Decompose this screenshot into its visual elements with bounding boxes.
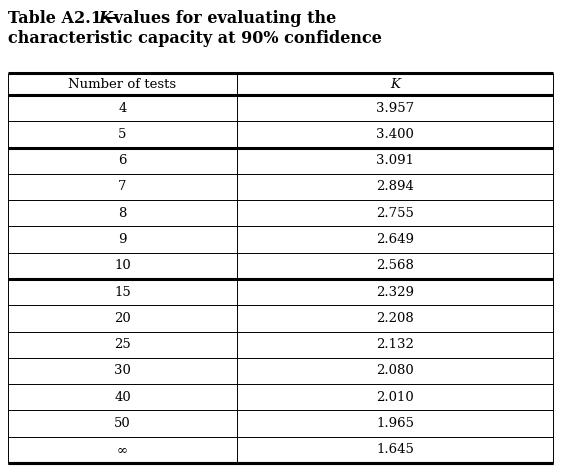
Text: Number of tests: Number of tests [68,78,177,90]
Text: 2.568: 2.568 [376,260,414,272]
Text: 3.400: 3.400 [376,128,414,141]
Text: Table A2.1—: Table A2.1— [8,10,118,27]
Text: 40: 40 [114,391,131,404]
Text: 8: 8 [118,207,127,220]
Text: 6: 6 [118,154,127,167]
Text: 7: 7 [118,180,127,194]
Text: 2.755: 2.755 [376,207,414,220]
Text: 2.649: 2.649 [376,233,414,246]
Text: 1.965: 1.965 [376,417,414,430]
Text: 15: 15 [114,285,131,299]
Text: ∞: ∞ [117,443,128,456]
Text: 2.080: 2.080 [376,365,414,377]
Text: 2.329: 2.329 [376,285,414,299]
Text: 4: 4 [118,102,127,114]
Text: 25: 25 [114,338,131,351]
Text: 2.208: 2.208 [376,312,414,325]
Text: 9: 9 [118,233,127,246]
Text: 10: 10 [114,260,131,272]
Text: characteristic capacity at 90% confidence: characteristic capacity at 90% confidenc… [8,30,382,47]
Text: 3.091: 3.091 [376,154,414,167]
Text: 2.010: 2.010 [376,391,414,404]
Text: 30: 30 [114,365,131,377]
Text: 5: 5 [118,128,127,141]
Text: 20: 20 [114,312,131,325]
Text: 1.645: 1.645 [376,443,414,456]
Text: 2.894: 2.894 [376,180,414,194]
Text: values for evaluating the: values for evaluating the [108,10,336,27]
Text: K: K [98,10,112,27]
Text: 50: 50 [114,417,131,430]
Text: 3.957: 3.957 [376,102,414,114]
Text: 2.132: 2.132 [376,338,414,351]
Text: K: K [390,78,400,90]
